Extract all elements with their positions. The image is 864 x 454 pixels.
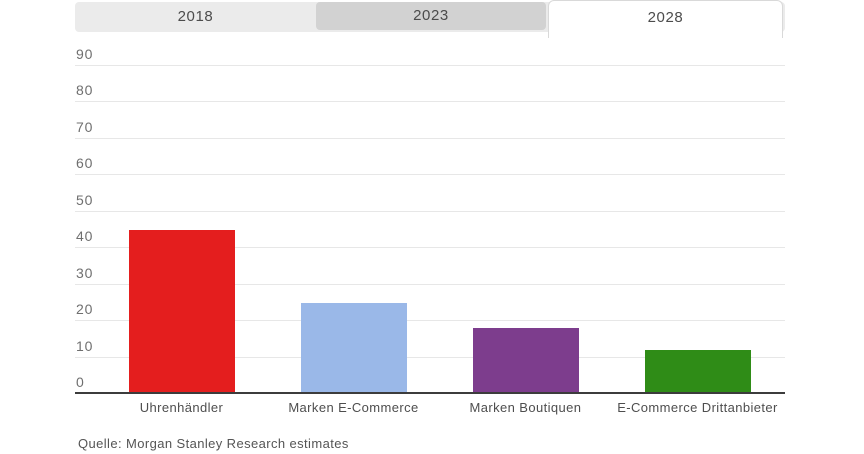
x-axis-line [75,392,785,394]
gridline [75,320,785,322]
y-axis-tick-label: 40 [76,228,94,245]
y-axis-tick-label: 20 [76,301,94,318]
y-axis-tick-label: 60 [76,155,94,172]
gridline [75,247,785,249]
x-axis-label: E-Commerce Drittanbieter [617,400,778,415]
y-axis-tick-label: 0 [76,374,85,390]
bar-chart: 0 10 20 30 40 50 60 70 80 90 Uhrenhändler Marken E-… [75,46,785,415]
y-axis-tick-label: 30 [76,264,94,281]
source-note: Quelle: Morgan Stanley Research estimate… [78,436,349,451]
gridline [75,137,785,139]
x-axis-label: Marken E-Commerce [288,400,419,415]
y-axis-tick-label: 70 [76,118,94,135]
y-axis-tick-label: 50 [76,191,94,208]
gridline [75,356,785,358]
gridline [75,174,785,176]
bar-marken-boutiquen[interactable] [472,328,579,394]
year-tab-bar: 2018 2023 2028 [75,0,785,38]
x-axis-label: Uhrenhändler [139,400,224,415]
y-axis-tick-label: 90 [76,46,94,62]
bar-e-commerce-drittanbieter[interactable] [644,350,751,394]
bar-uhrenh-ndler[interactable] [128,230,235,394]
bar-marken-e-commerce[interactable] [300,302,407,394]
tab-2028[interactable]: 2028 [548,0,783,38]
tab-2018[interactable]: 2018 [177,8,214,25]
x-axis-label: Marken Boutiquen [469,400,582,415]
gridline [75,101,785,103]
gridline [75,283,785,285]
gridline [75,65,785,66]
y-axis-tick-label: 80 [76,82,94,99]
gridline [75,210,785,212]
y-axis-tick-label: 10 [76,337,94,354]
tab-2023[interactable]: 2023 [316,2,546,30]
